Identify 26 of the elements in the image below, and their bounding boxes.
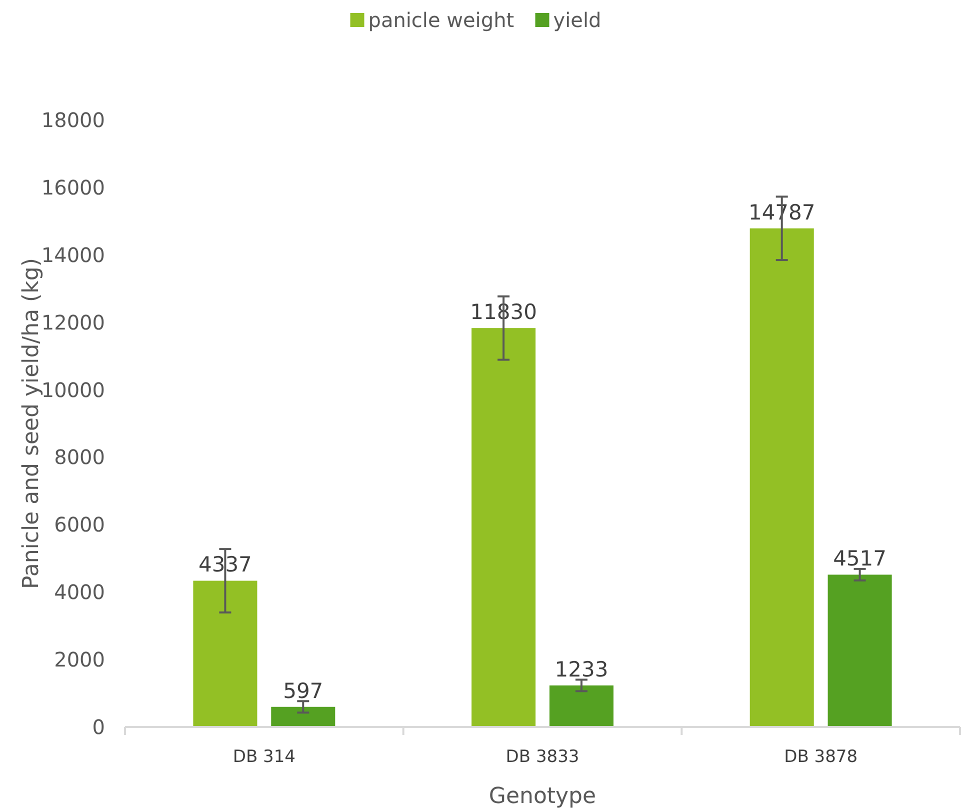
bar	[750, 228, 814, 727]
y-axis-title: Panicle and seed yield/ha (kg)	[19, 258, 44, 589]
bar	[193, 580, 258, 727]
y-tick-label: 16000	[41, 175, 105, 200]
x-tick-label: DB 314	[232, 747, 296, 767]
y-tick-label: 14000	[41, 242, 105, 267]
y-tick-label: 8000	[54, 445, 105, 470]
x-axis-title: Genotype	[488, 784, 596, 809]
y-tick-label: 6000	[54, 512, 105, 537]
y-tick-label: 2000	[54, 648, 105, 672]
bar	[472, 328, 536, 727]
legend-label: panicle weight	[368, 8, 514, 32]
bar	[271, 706, 336, 727]
data-label: 4517	[833, 546, 887, 571]
y-tick-label: 0	[92, 715, 105, 739]
data-label: 597	[283, 678, 324, 703]
y-tick-label: 4000	[54, 580, 105, 604]
y-tick-label: 10000	[41, 378, 105, 402]
x-tick-label: DB 3833	[506, 747, 580, 767]
x-tick-label: DB 3878	[784, 747, 858, 767]
bar	[828, 574, 892, 727]
legend-label: yield	[553, 8, 602, 32]
y-tick-label: 12000	[41, 310, 105, 334]
y-tick-label: 18000	[41, 108, 105, 132]
data-label: 1233	[554, 657, 608, 682]
bar	[549, 685, 614, 727]
